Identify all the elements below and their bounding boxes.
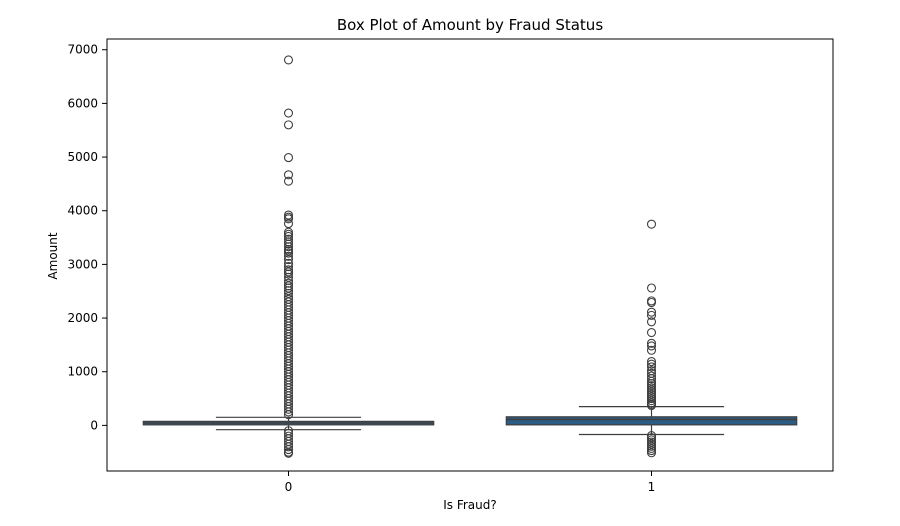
outlier-point bbox=[283, 251, 294, 261]
outlier-point bbox=[646, 400, 657, 411]
y-tick-label: 4000 bbox=[67, 204, 98, 218]
y-tick-label: 0 bbox=[90, 418, 98, 432]
outlier-point bbox=[646, 338, 657, 348]
outlier-point bbox=[283, 176, 294, 186]
x-tick-label: 1 bbox=[648, 480, 656, 494]
plot-frame bbox=[106, 38, 834, 472]
outlier-point bbox=[283, 286, 294, 296]
axes: 0 1000 2000 3000 4000 5000 6000 7000 0 1 bbox=[67, 43, 655, 494]
outlier-point bbox=[283, 170, 294, 180]
outlier-point bbox=[646, 345, 657, 355]
box-iqr bbox=[505, 416, 798, 426]
y-tick-label: 7000 bbox=[67, 43, 98, 57]
outlier-point bbox=[283, 214, 294, 224]
outlier-point bbox=[646, 341, 657, 351]
outlier-point bbox=[646, 359, 657, 369]
outlier-point bbox=[646, 310, 657, 320]
outlier-point bbox=[646, 219, 657, 229]
y-tick-label: 6000 bbox=[67, 96, 98, 110]
outlier-point bbox=[283, 410, 294, 420]
outlier-point bbox=[283, 120, 294, 130]
outlier-point bbox=[283, 239, 294, 249]
outlier-point bbox=[283, 153, 294, 163]
outlier-point bbox=[283, 448, 294, 458]
outlier-point bbox=[283, 283, 294, 293]
outlier-point bbox=[283, 288, 294, 298]
box-group-1 bbox=[505, 219, 798, 458]
outlier-point bbox=[646, 362, 657, 372]
outlier-point bbox=[283, 272, 294, 282]
outlier-point bbox=[283, 242, 294, 252]
outlier-point bbox=[283, 219, 294, 229]
outlier-point bbox=[646, 374, 657, 384]
outlier-point bbox=[283, 442, 294, 452]
y-tick-label: 3000 bbox=[67, 257, 98, 271]
outlier-point bbox=[283, 108, 294, 118]
outlier-point bbox=[283, 255, 294, 265]
outlier-point bbox=[283, 444, 294, 455]
outlier-point bbox=[646, 283, 657, 293]
outlier-point bbox=[646, 297, 657, 308]
plot-area bbox=[142, 55, 798, 458]
y-tick-label: 2000 bbox=[67, 311, 98, 325]
x-axis-label: Is Fraud? bbox=[443, 498, 497, 512]
x-tick-label: 0 bbox=[285, 480, 293, 494]
outlier-point bbox=[283, 404, 294, 414]
outlier-point bbox=[283, 55, 294, 65]
outlier-point bbox=[646, 356, 657, 367]
outlier-point bbox=[646, 448, 657, 458]
y-axis-label: Amount bbox=[46, 232, 60, 279]
y-tick-label: 5000 bbox=[67, 150, 98, 164]
box-group-0 bbox=[142, 55, 435, 458]
outlier-point bbox=[283, 248, 294, 258]
outlier-point bbox=[283, 258, 294, 268]
outlier-point bbox=[646, 317, 657, 327]
outlier-point bbox=[283, 407, 294, 417]
y-tick-label: 1000 bbox=[67, 365, 98, 379]
outlier-point bbox=[283, 269, 294, 279]
chart-title: Box Plot of Amount by Fraud Status bbox=[337, 16, 603, 34]
outlier-point bbox=[646, 307, 657, 317]
outlier-point bbox=[646, 327, 657, 338]
